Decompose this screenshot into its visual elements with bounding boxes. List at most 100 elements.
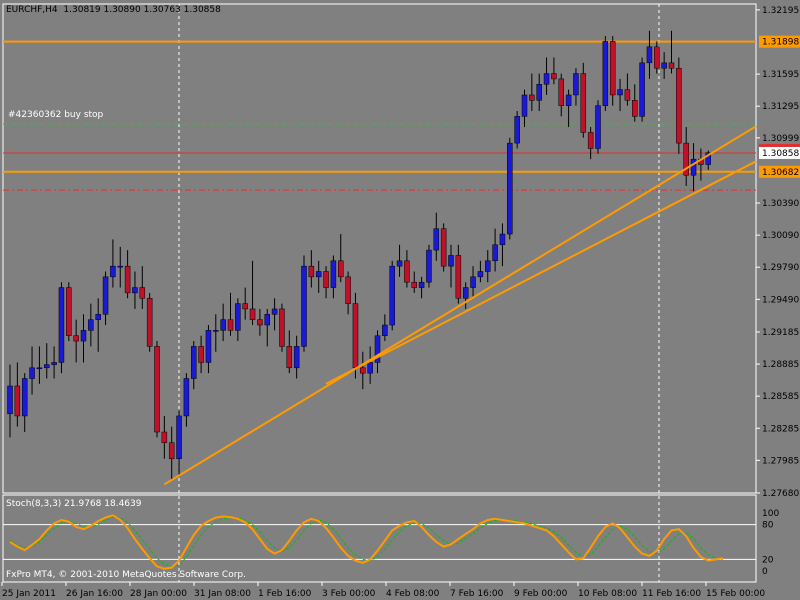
bullish-candle — [293, 346, 300, 369]
bearish-candle — [73, 335, 79, 342]
bullish-candle — [595, 105, 601, 149]
bullish-candle — [396, 260, 403, 267]
bullish-candle — [374, 335, 381, 363]
trendline — [325, 160, 757, 385]
bearish-candle — [14, 385, 21, 417]
time-tick-label: 25 Jan 2011 — [2, 589, 56, 599]
bullish-candle — [690, 158, 697, 176]
stochastic-label: Stoch(8,3,3) 21.9768 18.4639 — [6, 499, 142, 509]
bullish-candle — [418, 281, 425, 288]
bearish-candle — [168, 442, 175, 460]
bullish-candle — [44, 364, 50, 369]
time-grid — [178, 4, 660, 582]
bullish-candle — [507, 142, 513, 235]
bearish-candle — [668, 62, 675, 69]
bullish-candle — [367, 362, 373, 374]
bullish-candle — [102, 276, 109, 315]
time-tick-label: 9 Feb 00:00 — [514, 589, 568, 599]
bearish-candle — [345, 276, 351, 304]
bearish-candle — [411, 281, 417, 288]
bullish-candle — [536, 84, 542, 101]
bearish-candle — [352, 303, 359, 369]
bullish-candle — [301, 265, 307, 347]
bullish-candle — [477, 271, 484, 278]
bearish-candle — [279, 308, 285, 347]
bullish-candle — [271, 308, 278, 315]
bearish-candle — [676, 67, 682, 144]
time-tick-label: 1 Feb 16:00 — [258, 589, 312, 599]
bullish-candle — [264, 314, 270, 326]
bullish-candle — [617, 89, 623, 96]
time-tick-label: 7 Feb 16:00 — [450, 589, 504, 599]
bearish-candle — [683, 142, 689, 176]
price-tick-label: 1.28285 — [762, 424, 799, 434]
price-tick-label: 1.31595 — [762, 70, 799, 80]
order-label[interactable]: #42360362 buy stop — [8, 110, 104, 120]
time-tick-label: 10 Feb 08:00 — [578, 589, 637, 599]
bullish-candle — [213, 330, 219, 332]
bearish-candle — [338, 260, 344, 278]
trendlines[interactable] — [163, 125, 757, 486]
ohlc-values: 1.30819 1.30890 1.30763 1.30858 — [63, 5, 221, 15]
bearish-candle — [242, 303, 248, 310]
time-tick-label: 26 Jan 16:00 — [66, 589, 123, 599]
copyright-text: FxPro MT4, © 2001-2010 MetaQuotes Softwa… — [6, 570, 246, 580]
time-tick-label: 31 Jan 08:00 — [194, 589, 251, 599]
price-axis: 1.32195 1.31595 1.31295 1.30999 1.30390 1.300… — [756, 6, 799, 577]
stoch-scale-label: 100 — [762, 509, 779, 519]
lower-level-tag: 1.30682 — [762, 168, 799, 178]
bearish-candle — [139, 287, 146, 299]
bullish-candle — [462, 287, 469, 299]
stochastic-plot — [3, 514, 756, 570]
bullish-candle — [543, 73, 550, 85]
price-tick-label: 1.29790 — [762, 263, 799, 273]
horizontal-levels — [3, 40, 756, 191]
bearish-candle — [66, 287, 72, 336]
bullish-candle — [36, 367, 43, 370]
bearish-candle — [257, 319, 263, 326]
bullish-candle — [7, 385, 13, 415]
bearish-candle — [249, 308, 256, 320]
bullish-candle — [315, 271, 322, 278]
stoch-main-line — [9, 514, 724, 570]
bearish-candle — [227, 319, 234, 331]
bullish-candle — [499, 233, 506, 246]
bullish-candle — [521, 94, 528, 117]
bullish-candle — [646, 46, 653, 64]
bearish-candle — [286, 346, 293, 369]
bullish-candle — [183, 378, 190, 417]
bearish-candle — [609, 41, 616, 96]
bullish-candle — [426, 249, 432, 283]
bullish-candle — [639, 62, 645, 117]
bearish-candle — [558, 78, 564, 106]
bullish-candle — [117, 265, 123, 268]
bearish-candle — [124, 265, 131, 294]
bearish-candle — [154, 346, 160, 433]
bearish-candle — [440, 228, 447, 267]
bullish-candle — [235, 303, 241, 331]
bullish-candle — [110, 265, 116, 278]
bullish-candle — [132, 287, 138, 294]
bullish-candle — [389, 265, 395, 326]
bearish-candle — [146, 298, 153, 347]
time-tick-label: 11 Feb 16:00 — [642, 589, 701, 599]
price-tick-label: 1.30090 — [762, 231, 799, 241]
trendline — [163, 125, 757, 486]
bullish-candle — [448, 255, 454, 267]
stoch-scale-label: 80 — [762, 521, 774, 531]
upper-level-tag-box — [759, 35, 800, 48]
stoch-scale-label: 0 — [762, 567, 768, 577]
current-price-marker — [759, 143, 800, 147]
price-tick-label: 1.30999 — [762, 134, 799, 144]
bullish-candle — [95, 314, 101, 320]
bullish-candle — [191, 346, 197, 379]
price-tick-label: 1.27985 — [762, 456, 799, 466]
bullish-candle — [21, 378, 28, 417]
bearish-candle — [551, 73, 557, 80]
bullish-candle — [470, 276, 476, 288]
bearish-candle — [580, 73, 587, 133]
price-tick-label: 1.29185 — [762, 328, 799, 338]
bearish-candle — [587, 132, 594, 149]
